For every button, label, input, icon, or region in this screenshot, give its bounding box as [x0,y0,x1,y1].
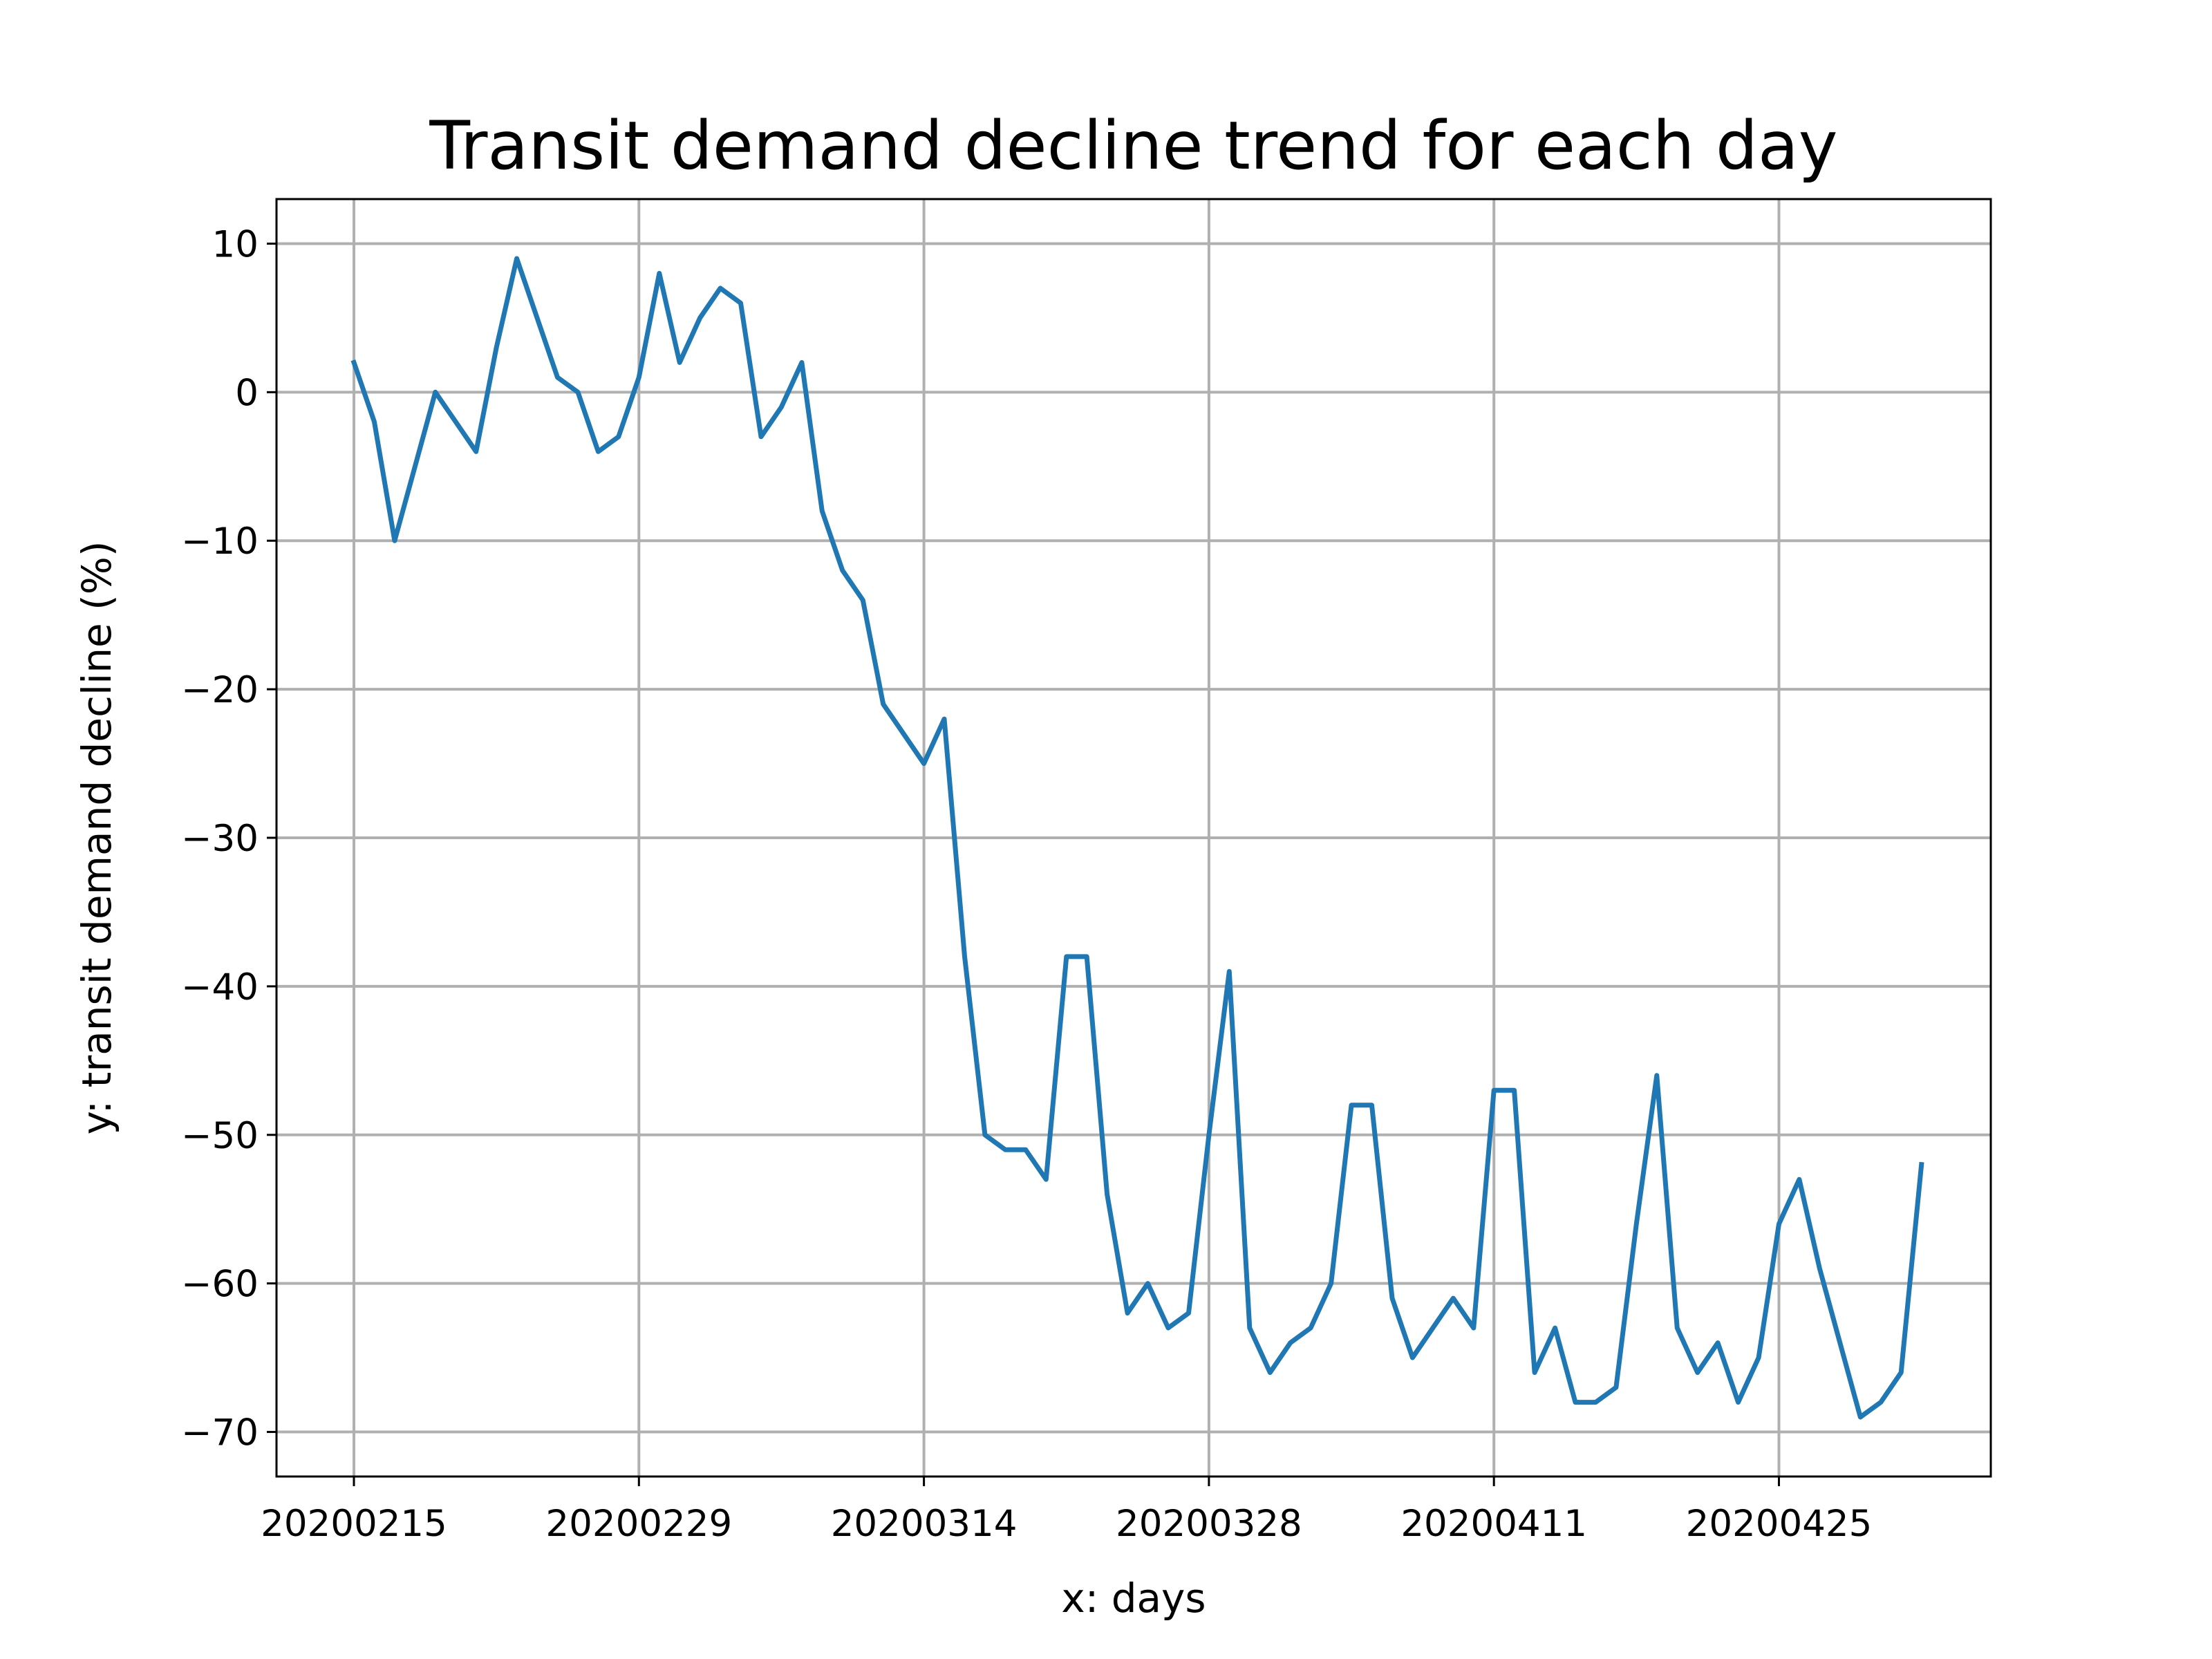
y-axis-label: y: transit demand decline (%) [73,541,120,1135]
axis-ticks: 10 0 −10 −20 −30 −40 −50 −60 −70 20200215 20200229… [181,223,1872,1545]
x-tick-label: 20200425 [1686,1503,1873,1545]
grid-lines [276,199,1991,1477]
y-tick-label: 10 [212,223,259,265]
y-tick-label: −30 [181,818,259,860]
x-tick-label: 20200229 [545,1503,732,1545]
y-tick-label: −60 [181,1264,259,1306]
y-tick-label: −70 [181,1412,259,1454]
y-tick-label: 0 [235,372,259,414]
y-tick-label: −50 [181,1115,259,1157]
y-tick-label: −20 [181,669,259,711]
series-line [350,256,1924,1420]
y-tick-label: −10 [181,521,259,563]
x-tick-label: 20200215 [261,1503,447,1545]
x-tick-label: 20200411 [1400,1503,1587,1545]
x-tick-label: 20200314 [831,1503,1018,1545]
chart-title: Transit demand decline trend for each da… [429,107,1837,185]
x-tick-label: 20200328 [1116,1503,1302,1545]
y-tick-label: −40 [181,966,259,1009]
x-axis-label: x: days [1061,1575,1206,1622]
